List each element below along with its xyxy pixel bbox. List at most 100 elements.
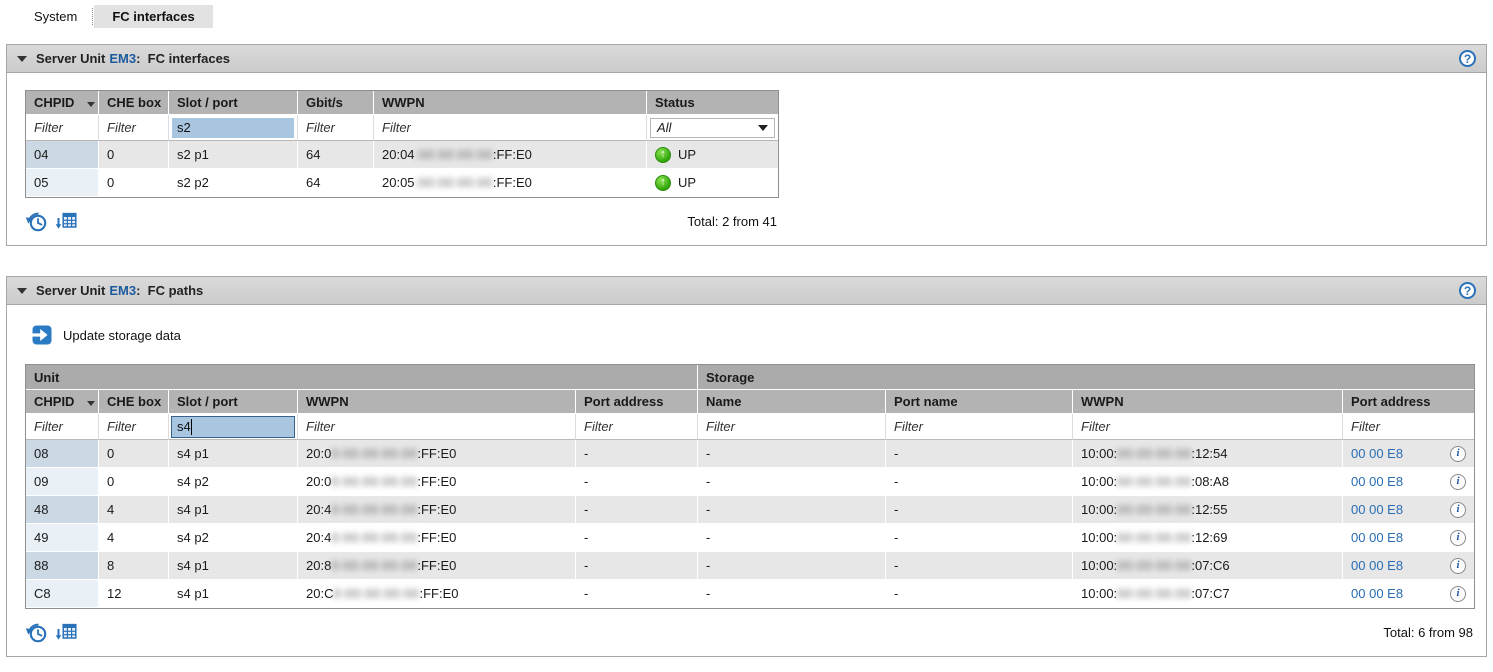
storage-port-name-filter-input[interactable]	[889, 416, 1070, 437]
help-icon[interactable]	[1459, 282, 1476, 299]
che-box-cell: 0	[99, 468, 169, 496]
table-row[interactable]: 48 4 s4 p1 20:40:00:00:00:00:FF:E0 - - -…	[26, 496, 1475, 524]
port-address-link[interactable]: 00 00 E8	[1351, 586, 1404, 601]
update-storage-icon	[31, 324, 53, 346]
tab-system[interactable]: System	[34, 9, 78, 24]
gbits-filter-input[interactable]	[301, 117, 370, 138]
info-icon[interactable]	[1450, 585, 1467, 602]
col-header-unit-port-address[interactable]: Port address	[576, 390, 699, 414]
port-address-link[interactable]: 00 00 E8	[1351, 530, 1404, 545]
status-cell: UP	[647, 169, 778, 197]
status-filter-select[interactable]: All	[650, 117, 775, 138]
col-header-slot-port[interactable]: Slot / port	[169, 390, 298, 414]
filter-row	[26, 414, 1475, 440]
storage-name-filter-input[interactable]	[701, 416, 883, 437]
refresh-history-icon[interactable]	[25, 210, 48, 233]
storage-wwpn-filter-input[interactable]	[1076, 416, 1340, 437]
col-header-status[interactable]: Status	[647, 91, 778, 115]
slot-port-cell: s2 p2	[169, 169, 298, 197]
col-header-storage-port-name[interactable]: Port name	[886, 390, 1074, 414]
help-icon[interactable]	[1459, 50, 1476, 67]
redacted-wwpn-segment: 00:00:00:00	[1117, 558, 1192, 573]
col-header-che-box[interactable]: CHE box	[99, 91, 169, 115]
col-header-storage-port-address[interactable]: Port address	[1343, 390, 1475, 414]
info-icon[interactable]	[1450, 501, 1467, 518]
storage-port-name-cell: -	[886, 496, 1074, 524]
col-header-unit-wwpn[interactable]: WWPN	[298, 390, 576, 414]
col-header-storage-wwpn[interactable]: WWPN	[1073, 390, 1344, 414]
col-header-gbits[interactable]: Gbit/s	[298, 91, 374, 115]
port-address-link[interactable]: 00 00 E8	[1351, 474, 1404, 489]
chpid-cell: 08	[26, 440, 99, 468]
wwpn-cell: 20:05:00:00:00:00:FF:E0	[374, 169, 647, 197]
panel-title-rest: : FC interfaces	[136, 51, 231, 66]
che-box-cell: 4	[99, 524, 169, 552]
table-row[interactable]: 88 8 s4 p1 20:80:00:00:00:00:FF:E0 - - -…	[26, 552, 1475, 580]
storage-port-address-cell: 00 00 E8	[1343, 552, 1475, 580]
storage-port-address-cell: 00 00 E8	[1343, 580, 1475, 608]
info-icon[interactable]	[1450, 445, 1467, 462]
collapse-arrow-icon[interactable]	[17, 55, 27, 62]
table-row[interactable]: 09 0 s4 p2 20:00:00:00:00:00:FF:E0 - - -…	[26, 468, 1475, 496]
unit-link-em3[interactable]: EM3	[109, 51, 137, 66]
table-row[interactable]: 04 0 s2 p1 64 20:04:00:00:00:00:FF:E0 UP	[26, 141, 778, 169]
col-header-chpid[interactable]: CHPID	[26, 91, 99, 115]
chpid-cell: C8	[26, 580, 99, 608]
wwpn-filter-input[interactable]	[377, 117, 643, 138]
che-box-filter-input[interactable]	[102, 117, 165, 138]
wwpn-cell: 20:04:00:00:00:00:FF:E0	[374, 141, 647, 169]
storage-name-cell: -	[698, 524, 887, 552]
slot-port-filter-input[interactable]	[172, 416, 294, 437]
collapse-arrow-icon[interactable]	[17, 287, 27, 294]
export-table-icon[interactable]	[55, 621, 78, 644]
update-storage-data-button[interactable]: Update storage data	[31, 324, 181, 346]
col-header-slot-port[interactable]: Slot / port	[169, 91, 298, 115]
update-storage-label: Update storage data	[63, 327, 181, 343]
refresh-history-icon[interactable]	[25, 621, 48, 644]
panel-title-rest: : FC paths	[136, 283, 204, 298]
col-header-chpid[interactable]: CHPID	[26, 390, 99, 414]
tab-fc-interfaces[interactable]: FC interfaces	[94, 5, 213, 28]
col-header-storage-name[interactable]: Name	[698, 390, 887, 414]
port-address-link[interactable]: 00 00 E8	[1351, 502, 1404, 517]
storage-wwpn-cell: 10:00:00:00:00:00:12:55	[1073, 496, 1344, 524]
unit-link-em3[interactable]: EM3	[109, 283, 137, 298]
group-header-unit: Unit	[26, 365, 699, 390]
unit-wwpn-filter-input[interactable]	[301, 416, 572, 437]
che-box-filter-input[interactable]	[102, 416, 165, 437]
chpid-filter-input[interactable]	[29, 117, 95, 138]
gbits-cell: 64	[298, 141, 374, 169]
che-box-cell: 0	[99, 141, 169, 169]
storage-wwpn-cell: 10:00:00:00:00:00:12:54	[1073, 440, 1344, 468]
table-row[interactable]: 08 0 s4 p1 20:00:00:00:00:00:FF:E0 - - -…	[26, 440, 1475, 468]
storage-port-name-cell: -	[886, 468, 1074, 496]
unit-port-address-filter-input[interactable]	[579, 416, 695, 437]
che-box-cell: 4	[99, 496, 169, 524]
export-table-icon[interactable]	[55, 210, 78, 233]
unit-wwpn-cell: 20:C0:00:00:00:00:FF:E0	[298, 580, 576, 608]
redacted-wwpn-segment: :00:00:00:00	[414, 175, 493, 190]
fc-paths-table: Unit Storage CHPID CHE box Slot / port W…	[25, 364, 1476, 609]
storage-port-name-cell: -	[886, 440, 1074, 468]
col-header-wwpn[interactable]: WWPN	[374, 91, 647, 115]
storage-port-address-filter-input[interactable]	[1346, 416, 1472, 437]
info-icon[interactable]	[1450, 473, 1467, 490]
port-address-link[interactable]: 00 00 E8	[1351, 446, 1404, 461]
chpid-cell: 48	[26, 496, 99, 524]
redacted-wwpn-segment: 0:00:00:00:00	[331, 502, 418, 517]
slot-port-filter-input[interactable]	[172, 117, 294, 138]
info-icon[interactable]	[1450, 529, 1467, 546]
redacted-wwpn-segment: 00:00:00:00	[1117, 474, 1192, 489]
table-row[interactable]: 49 4 s4 p2 20:40:00:00:00:00:FF:E0 - - -…	[26, 524, 1475, 552]
storage-wwpn-cell: 10:00:00:00:00:00:07:C6	[1073, 552, 1344, 580]
info-icon[interactable]	[1450, 557, 1467, 574]
unit-wwpn-cell: 20:40:00:00:00:00:FF:E0	[298, 496, 576, 524]
table-row[interactable]: C8 12 s4 p1 20:C0:00:00:00:00:FF:E0 - - …	[26, 580, 1475, 608]
col-header-che-box[interactable]: CHE box	[99, 390, 169, 414]
chpid-filter-input[interactable]	[29, 416, 95, 437]
redacted-wwpn-segment: :00:00:00:00	[414, 147, 493, 162]
che-box-cell: 0	[99, 169, 169, 197]
port-address-link[interactable]: 00 00 E8	[1351, 558, 1404, 573]
storage-name-cell: -	[698, 580, 887, 608]
table-row[interactable]: 05 0 s2 p2 64 20:05:00:00:00:00:FF:E0 UP	[26, 169, 778, 197]
